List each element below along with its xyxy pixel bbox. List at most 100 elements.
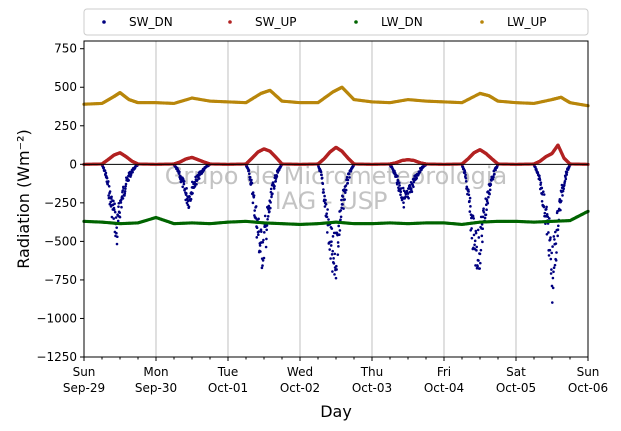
data-point — [271, 181, 275, 184]
data-point — [552, 235, 556, 238]
data-point — [253, 209, 256, 212]
data-point — [182, 182, 186, 186]
data-point — [475, 266, 479, 270]
legend-item-lw-up: LW_UP — [480, 15, 546, 29]
data-point — [346, 178, 350, 182]
x-tick-label-date: Sep-30 — [135, 381, 177, 395]
y-tick-label: −500 — [44, 234, 77, 248]
data-point — [110, 215, 114, 219]
data-point — [482, 210, 486, 214]
data-point — [560, 199, 563, 203]
data-point — [332, 262, 336, 265]
data-point — [552, 270, 555, 274]
data-point — [267, 204, 271, 208]
data-point — [564, 175, 567, 179]
legend-marker — [228, 20, 232, 24]
data-point — [467, 190, 470, 193]
data-point — [263, 214, 267, 218]
series-lw-dn — [82, 209, 590, 227]
y-tick-label: 500 — [54, 80, 77, 94]
data-point — [191, 180, 194, 184]
data-point — [468, 199, 471, 203]
data-point — [105, 176, 109, 180]
data-point — [485, 208, 488, 212]
data-point — [331, 235, 335, 238]
data-point — [259, 228, 263, 232]
data-point — [565, 173, 568, 176]
data-point — [271, 192, 274, 195]
data-point — [555, 251, 558, 254]
data-point — [116, 219, 120, 223]
data-point — [106, 182, 109, 186]
data-point — [258, 244, 262, 247]
data-point — [333, 273, 336, 276]
data-point — [338, 233, 341, 236]
data-point — [193, 184, 197, 188]
data-point — [475, 245, 479, 249]
data-point — [124, 182, 128, 186]
data-point — [550, 251, 553, 255]
data-point — [108, 202, 112, 206]
data-point — [116, 235, 119, 239]
data-point — [324, 202, 328, 206]
data-point — [559, 208, 562, 212]
legend-frame — [83, 8, 589, 36]
data-point — [564, 177, 568, 181]
data-point — [124, 187, 127, 190]
data-point — [474, 231, 478, 235]
data-point — [480, 234, 484, 238]
data-point — [131, 170, 134, 174]
y-axis: 750 500 250 0 −250 −500 −750 −1000 −1250 — [36, 42, 84, 364]
legend-item-lw-dn: LW_DN — [354, 15, 423, 29]
data-point — [549, 272, 553, 275]
data-point — [548, 248, 552, 252]
x-tick-label-day: Tue — [217, 365, 239, 379]
data-point — [102, 166, 106, 170]
x-tick-label-date: Oct-04 — [424, 381, 464, 395]
data-point — [551, 301, 554, 304]
data-point — [477, 259, 480, 262]
data-point — [347, 172, 351, 176]
data-point — [129, 173, 133, 177]
data-point — [124, 184, 127, 188]
data-point — [257, 217, 260, 221]
data-point — [107, 180, 110, 183]
data-point — [488, 192, 491, 196]
data-point — [478, 267, 482, 270]
data-point — [196, 178, 199, 182]
y-axis-title: Radiation (Wm⁻²) — [14, 129, 33, 268]
data-point — [345, 175, 349, 179]
data-point — [538, 178, 542, 182]
data-point — [471, 214, 475, 218]
x-axis: Sun Sep-29 Mon Sep-30 Tue Oct-01 Wed Oct-02 Thu O… — [63, 357, 608, 395]
data-point — [340, 198, 343, 202]
data-point — [333, 252, 337, 256]
x-tick-label-date: Oct-03 — [352, 381, 392, 395]
data-point — [542, 193, 546, 196]
data-point — [337, 224, 341, 228]
data-point — [324, 198, 327, 202]
legend-item-sw-dn: SW_DN — [102, 15, 173, 29]
x-tick-label-day: Sun — [73, 365, 96, 379]
y-tick-label: −750 — [44, 273, 77, 287]
data-point — [561, 194, 564, 197]
data-point — [112, 217, 115, 220]
data-point — [108, 190, 112, 193]
data-point — [470, 227, 473, 230]
data-point — [120, 205, 123, 209]
data-point — [407, 196, 410, 200]
data-point — [185, 191, 188, 195]
data-point — [113, 208, 116, 212]
data-point — [472, 217, 476, 220]
data-point — [265, 224, 269, 227]
data-point — [548, 238, 552, 241]
data-point — [472, 233, 476, 237]
data-point — [491, 177, 495, 181]
data-point — [551, 276, 555, 280]
data-point — [112, 199, 115, 203]
data-point — [404, 195, 407, 198]
data-point — [191, 191, 194, 195]
data-point — [545, 212, 549, 216]
data-point — [342, 207, 345, 210]
